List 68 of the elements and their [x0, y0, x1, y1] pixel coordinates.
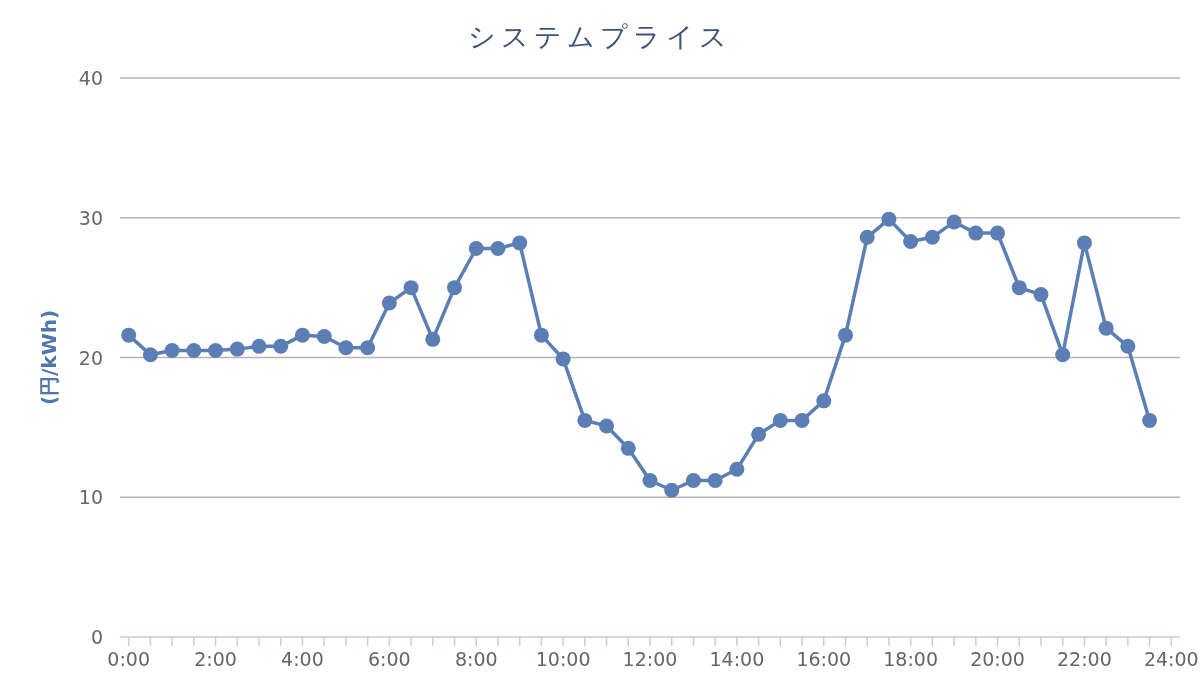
point: [468, 241, 484, 256]
point: [924, 229, 940, 245]
point: [121, 327, 137, 343]
point: [1011, 280, 1027, 296]
x-tick-label: 2:00: [194, 648, 237, 670]
point: [316, 329, 332, 345]
point: [533, 327, 549, 343]
point: [208, 343, 224, 359]
point: [664, 482, 680, 498]
y-tick-label: 30: [78, 206, 103, 229]
point: [273, 338, 289, 354]
point: [186, 343, 202, 359]
x-tick-label: 10:00: [535, 648, 591, 670]
point: [751, 426, 767, 442]
point: [1142, 412, 1158, 428]
x-tick-label: 4:00: [281, 648, 324, 670]
point: [447, 280, 463, 296]
point: [1033, 287, 1049, 303]
point: [1120, 338, 1136, 354]
x-tick-label: 8:00: [454, 648, 498, 670]
x-tick-label: 6:00: [368, 648, 411, 670]
point: [360, 340, 376, 356]
x-tick-label: 22:00: [1057, 648, 1112, 670]
point: [1055, 347, 1071, 363]
point: [707, 472, 723, 488]
point: [903, 234, 919, 250]
point: [642, 472, 658, 488]
point: [729, 461, 745, 477]
point: [685, 472, 701, 488]
point: [512, 235, 528, 251]
point: [577, 412, 593, 428]
y-tick-label: 0: [90, 626, 103, 648]
x-tick-label: 16:00: [796, 648, 852, 670]
point: [425, 331, 441, 347]
point: [859, 229, 875, 245]
point: [164, 343, 180, 359]
point: [338, 340, 354, 356]
chart-title: システムプライス: [468, 21, 732, 52]
point: [490, 241, 506, 256]
y-tick-label: 10: [78, 486, 103, 509]
point: [772, 412, 788, 428]
point: [381, 295, 397, 311]
x-tick-label: 12:00: [622, 648, 678, 670]
point: [251, 338, 267, 354]
x-tick-label: 18:00: [883, 648, 939, 670]
x-tick-label: 14:00: [709, 648, 765, 670]
point: [946, 214, 962, 230]
point: [229, 341, 245, 357]
point: [1098, 320, 1114, 336]
point: [142, 347, 158, 363]
x-tick-label: 24:00: [1143, 648, 1199, 670]
point: [599, 418, 615, 434]
y-tick-label: 20: [78, 346, 103, 369]
y-axis-title: (円/kWh): [37, 309, 61, 406]
point: [794, 412, 810, 428]
point: [1076, 235, 1092, 251]
point: [555, 351, 571, 367]
point: [837, 327, 853, 343]
x-tick-label: 0:00: [107, 648, 151, 670]
point: [294, 327, 310, 343]
point: [620, 440, 636, 456]
point: [990, 225, 1006, 241]
point: [968, 225, 984, 241]
point: [881, 211, 897, 227]
point: [816, 393, 832, 409]
point: [403, 280, 419, 296]
y-tick-label: 40: [78, 67, 103, 89]
x-tick-label: 20:00: [970, 648, 1025, 670]
